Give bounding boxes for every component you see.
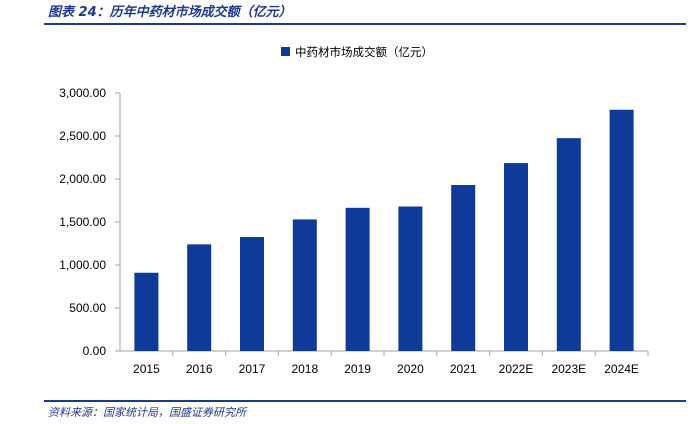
y-tick-label: 1,000.00 <box>59 258 106 272</box>
y-tick-label: 500.00 <box>69 301 106 315</box>
y-tick-label: 1,500.00 <box>59 215 106 229</box>
y-tick-label: 3,000.00 <box>59 86 106 100</box>
figure-title: 图表 24：历年中药材市场成交额（亿元） <box>48 5 292 20</box>
bar-2021 <box>451 185 476 351</box>
legend-label: 中药材市场成交额（亿元） <box>295 45 433 59</box>
bottom-rule <box>44 400 686 402</box>
x-tick-label: 2015 <box>133 362 160 376</box>
x-tick-label: 2019 <box>344 362 371 376</box>
x-tick-label: 2018 <box>291 362 318 376</box>
bar-2017 <box>240 237 264 351</box>
bar-2024E <box>609 109 634 352</box>
bar-2022E <box>504 163 528 351</box>
bar-2020 <box>398 206 423 351</box>
legend-swatch <box>281 47 290 56</box>
y-tick-label: 2,500.00 <box>59 129 106 143</box>
x-tick-label: 2024E <box>604 362 639 376</box>
bars <box>134 109 634 352</box>
x-tick-label: 2020 <box>397 362 424 376</box>
bar-2018 <box>292 219 317 351</box>
y-tick-label: 2,000.00 <box>59 172 106 186</box>
x-tick-label: 2023E <box>551 362 586 376</box>
x-tick-label: 2016 <box>186 362 213 376</box>
source-note: 资料来源：国家统计局，国盛证券研究所 <box>48 406 246 419</box>
x-tick-label: 2022E <box>499 362 534 376</box>
bar-2023E <box>556 138 581 351</box>
bar-2016 <box>187 244 212 351</box>
top-rule <box>44 23 686 25</box>
x-tick-label: 2021 <box>450 362 477 376</box>
y-tick-label: 0.00 <box>83 344 107 358</box>
x-tick-label: 2017 <box>239 362 266 376</box>
tick-labels: 0.00 500.00 1,000.00 1,500.00 2,000.00 2,500.… <box>59 86 639 376</box>
bar-2019 <box>345 207 370 351</box>
bar-2015 <box>134 272 159 351</box>
legend: 中药材市场成交额（亿元） <box>281 45 433 59</box>
